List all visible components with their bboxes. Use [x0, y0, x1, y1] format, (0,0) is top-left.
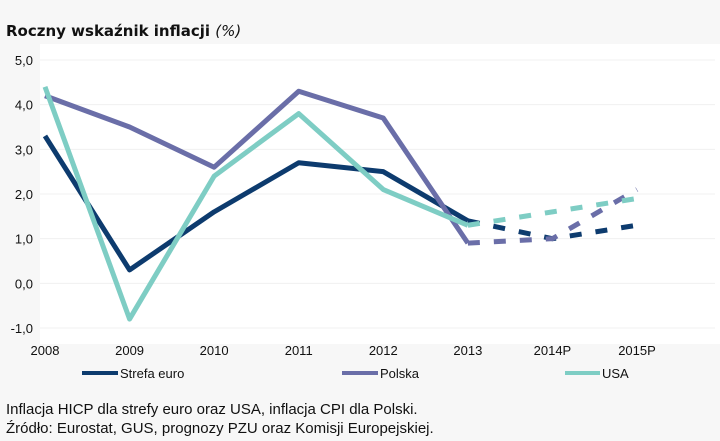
y-tick-label: 0,0 — [15, 276, 33, 291]
chart-note: Inflacja HICP dla strefy euro oraz USA, … — [6, 400, 434, 438]
x-tick-label: 2009 — [115, 343, 144, 358]
y-tick-label: -1,0 — [11, 321, 33, 336]
series-line-polska — [44, 88, 470, 245]
x-tick-label: 2013 — [453, 343, 482, 358]
y-tick-label: 2,0 — [15, 187, 33, 202]
series-forecast-polska — [467, 187, 639, 246]
x-tick-label: 2010 — [200, 343, 229, 358]
line-chart: 5,0 4,0 3,0 2,0 1,0 0,0 -1,0 2008 2009 2010 2011 20… — [11, 53, 715, 381]
chart-title-unit: (%) — [215, 22, 242, 40]
x-tick-label: 2011 — [285, 343, 313, 358]
series-forecast-usa — [467, 195, 638, 228]
note-description: Inflacja HICP dla strefy euro oraz USA, … — [6, 401, 418, 418]
x-tick-label: 2015P — [618, 343, 656, 358]
y-tick-label: 5,0 — [15, 53, 33, 68]
y-tick-label: 1,0 — [15, 232, 33, 247]
legend-label: Strefa euro — [120, 366, 184, 381]
series-line-usa — [42, 85, 469, 322]
legend-label: Polska — [380, 366, 420, 381]
x-tick-label: 2012 — [369, 343, 398, 358]
x-tick-label: 2014P — [534, 343, 572, 358]
y-tick-label: 4,0 — [15, 98, 33, 113]
x-tick-label: 2008 — [31, 343, 60, 358]
chart-title: Roczny wskaźnik inflacji (%) — [6, 22, 241, 40]
chart-title-text: Roczny wskaźnik inflacji — [6, 22, 211, 40]
note-source: Źródło: Eurostat, GUS, prognozy PZU oraz… — [6, 420, 434, 437]
legend-label: USA — [602, 366, 629, 381]
series-line-strefa-euro — [42, 134, 470, 273]
y-tick-label: 3,0 — [15, 142, 33, 157]
